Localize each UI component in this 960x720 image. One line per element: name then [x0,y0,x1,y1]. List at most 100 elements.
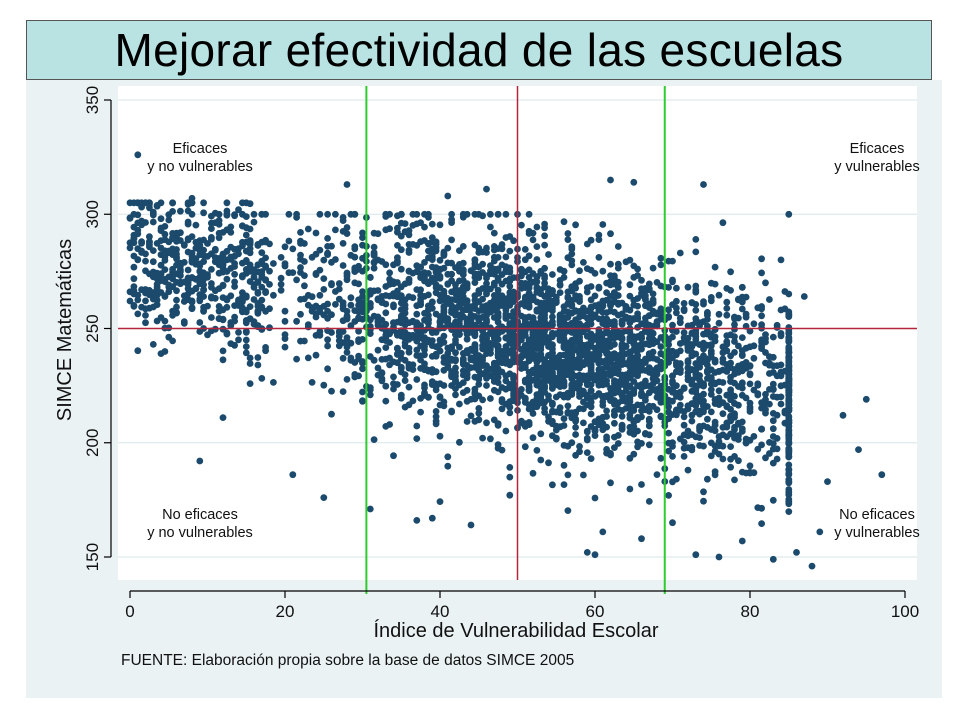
data-point [704,341,711,349]
data-point [219,281,227,289]
data-point [769,386,777,393]
data-point [266,305,273,313]
data-point [149,295,157,303]
data-point [777,382,785,390]
data-point [704,355,711,363]
data-point [766,370,773,377]
data-point [184,235,192,243]
data-point [149,218,157,226]
data-point [645,422,653,429]
data-point [758,345,765,352]
data-point [417,286,424,294]
data-point [231,283,239,290]
data-point [297,264,304,271]
data-point [153,269,161,277]
data-point [564,402,572,410]
data-point [715,399,723,407]
data-point [564,294,572,302]
data-point [165,333,173,341]
data-point [452,304,459,312]
data-point [428,220,436,228]
data-point [459,367,467,375]
data-point [607,451,614,459]
title-banner: Mejorar efectividad de las escuelas [26,20,932,80]
data-point [758,321,765,328]
data-point [580,419,587,427]
data-point [390,373,397,381]
data-point [684,359,692,366]
data-point [440,316,448,324]
data-point [611,368,618,376]
data-point [715,450,723,458]
data-point [552,393,560,401]
data-point [401,356,409,364]
data-point [723,305,731,312]
data-point [328,281,335,289]
data-point [626,281,634,289]
data-point [192,285,200,293]
data-point [560,461,568,469]
data-point [731,366,738,373]
data-point [537,372,545,379]
data-point [448,216,455,224]
quadrant-label-line: y no vulnerables [147,159,253,175]
data-point [564,339,572,347]
data-point [525,302,533,309]
data-point [397,364,405,372]
data-point [607,176,614,184]
quadrant-label: Eficaces y no vulnerables [147,141,253,175]
data-point [599,297,607,305]
data-point [657,261,665,269]
data-point [754,381,762,389]
data-point [366,300,374,307]
data-point [328,387,335,395]
data-point [510,331,517,338]
data-point [572,424,579,431]
data-point [525,210,533,218]
data-point [184,207,192,215]
data-point [382,261,390,269]
data-point [510,372,517,380]
data-point [188,258,196,266]
data-point [456,400,463,408]
data-point [649,264,657,272]
data-point [475,405,483,412]
data-point [556,366,564,374]
data-point [506,473,514,481]
data-point [769,393,777,400]
data-point [769,459,777,467]
data-point [425,291,432,299]
data-point [494,318,502,326]
data-point [626,390,634,398]
data-point [475,274,483,281]
data-point [766,400,773,408]
data-point [347,210,355,218]
data-point [483,335,490,342]
data-point [502,357,510,364]
data-point [494,388,502,396]
data-point [568,409,576,417]
data-point [545,352,552,359]
data-point [634,333,641,341]
data-point [525,379,533,387]
data-point [707,294,715,301]
data-point [444,462,452,470]
data-point [742,313,750,321]
data-point [254,289,262,297]
data-point [463,335,471,343]
data-point [707,386,715,393]
data-point [564,254,572,262]
data-point [483,272,490,279]
data-point [630,178,638,186]
data-point [700,298,707,306]
data-point [421,360,428,368]
data-point [467,521,475,529]
data-point [297,310,304,318]
data-point [467,303,475,310]
data-point [657,343,665,350]
data-point [370,243,378,251]
data-point [607,320,614,327]
data-point [409,366,417,373]
data-point [475,416,483,424]
data-point [301,258,308,265]
